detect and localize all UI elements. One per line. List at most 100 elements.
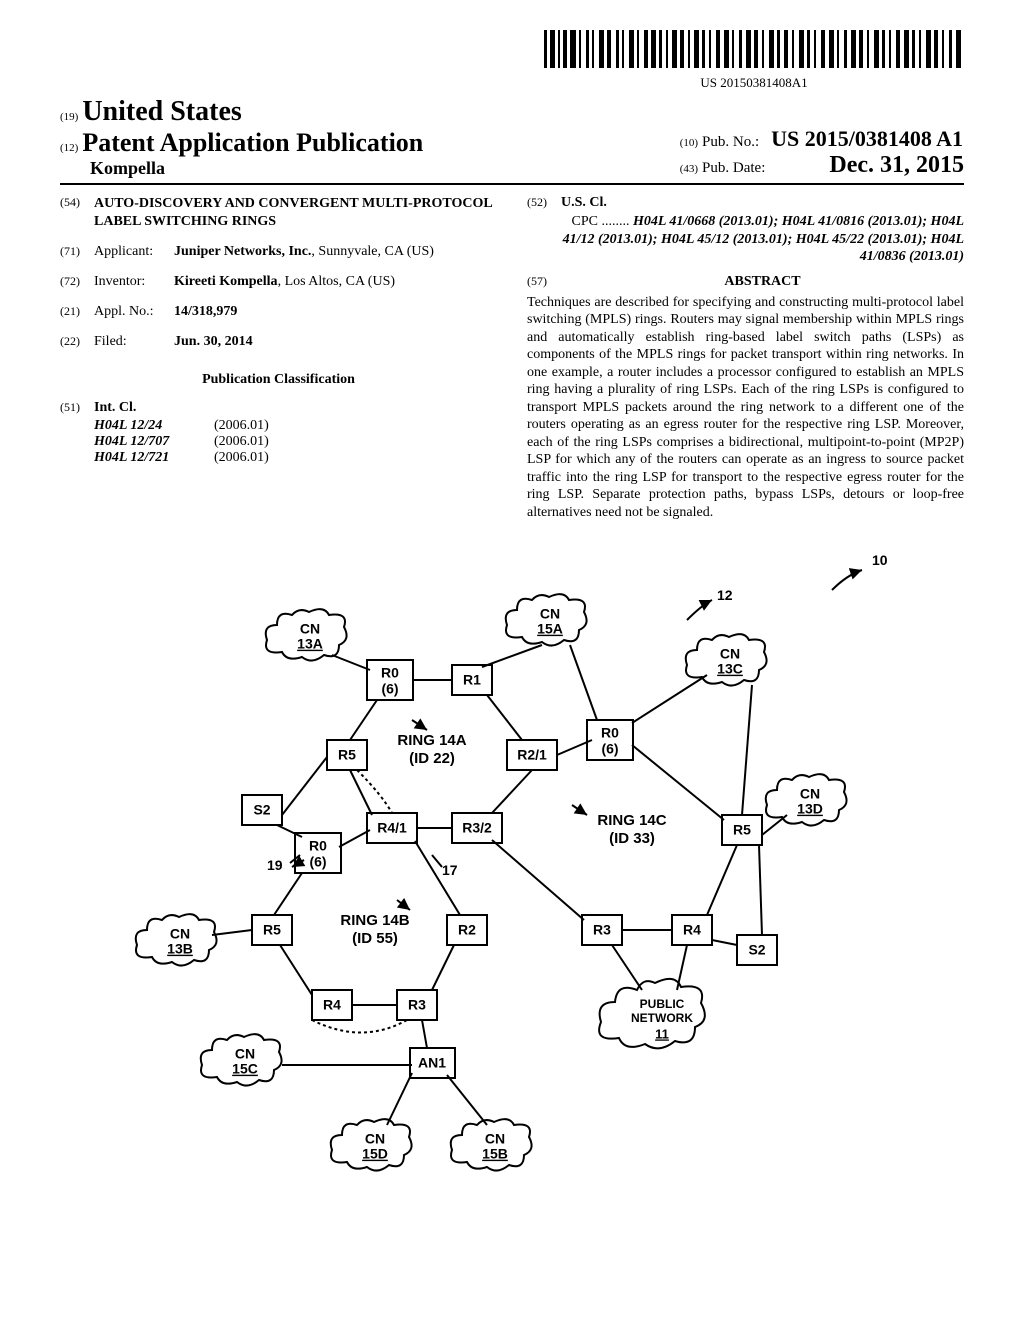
cloud-cn15b: CN 15B: [451, 1119, 532, 1170]
ref-12-arrow: [687, 600, 712, 620]
filed-value: Jun. 30, 2014: [174, 334, 497, 350]
header-right: (10) Pub. No.: US 2015/0381408 A1 (43) P…: [680, 126, 964, 179]
applicant-name: Juniper Networks, Inc.: [174, 244, 311, 259]
svg-text:R5: R5: [733, 822, 751, 838]
right-column: (52) U.S. Cl. CPC ........ H04L 41/0668 …: [527, 195, 964, 521]
svg-text:S2: S2: [748, 942, 765, 958]
ref-17: 17: [442, 862, 458, 878]
country: United States: [82, 96, 241, 127]
filed-row: (22) Filed: Jun. 30, 2014: [60, 334, 497, 350]
svg-text:NETWORK: NETWORK: [631, 1011, 693, 1025]
svg-text:R0: R0: [601, 725, 619, 741]
pub-date-code: (43): [680, 163, 698, 175]
header-author: Kompella: [90, 158, 165, 178]
svg-text:(ID 55): (ID 55): [352, 930, 398, 947]
svg-text:R4: R4: [683, 922, 701, 938]
inventor-val: Kireeti Kompella, Los Altos, CA (US): [174, 274, 497, 290]
svg-text:AN1: AN1: [418, 1055, 446, 1071]
ring-b-arrow: [397, 900, 410, 910]
intcl-d2: (2006.01): [214, 450, 269, 466]
intcl-c0: H04L 12/24: [94, 418, 214, 434]
biblio-columns: (54) AUTO-DISCOVERY AND CONVERGENT MULTI…: [60, 195, 964, 521]
uscl-code: (52): [527, 195, 561, 211]
svg-text:15D: 15D: [362, 1146, 388, 1162]
ref-10: 10: [872, 552, 888, 568]
applicant-loc: , Sunnyvale, CA (US): [311, 244, 434, 259]
svg-text:S2: S2: [253, 802, 270, 818]
cloud-cn15d: CN 15D: [331, 1119, 412, 1170]
figure-area: 10 12 CN 13A CN 15A CN 13C: [60, 545, 964, 1190]
cloud-cn13b: CN 13B: [136, 914, 217, 965]
ring-14a: R0(6) R1 R2/1 R5 R4/1 R3/2 RING 14A (ID …: [327, 660, 557, 843]
cloud-cn13d: CN 13D: [766, 774, 847, 825]
svg-text:(ID 33): (ID 33): [609, 830, 655, 847]
svg-text:(6): (6): [309, 854, 326, 870]
svg-text:R2/1: R2/1: [517, 747, 547, 763]
patent-page: US 20150381408A1 (19) United States (12)…: [0, 0, 1024, 1230]
svg-text:CN: CN: [540, 606, 560, 622]
svg-text:13B: 13B: [167, 941, 193, 957]
svg-text:(ID 22): (ID 22): [409, 750, 455, 767]
applno-row: (21) Appl. No.: 14/318,979: [60, 304, 497, 320]
intcl-block: H04L 12/24 (2006.01) H04L 12/707 (2006.0…: [94, 418, 497, 466]
svg-text:(6): (6): [381, 681, 398, 697]
svg-text:13A: 13A: [297, 636, 323, 652]
svg-text:CN: CN: [800, 786, 820, 802]
intcl-code: (51): [60, 400, 94, 416]
pub-date: Dec. 31, 2015: [829, 152, 964, 178]
pub-no-label: Pub. No.:: [702, 134, 759, 150]
inventor-name: Kireeti Kompella: [174, 274, 278, 289]
ref-17-line: [432, 855, 442, 867]
intcl-d0: (2006.01): [214, 418, 269, 434]
filed-code: (22): [60, 334, 94, 350]
cloud-cn15c: CN 15C: [201, 1034, 282, 1085]
cloud-public-network: PUBLIC NETWORK 11: [599, 979, 705, 1049]
abstract-text: Techniques are described for specifying …: [527, 294, 964, 522]
intcl-c2: H04L 12/721: [94, 450, 214, 466]
pubclass-heading: Publication Classification: [60, 372, 497, 388]
svg-text:R1: R1: [463, 672, 481, 688]
svg-text:R4: R4: [323, 997, 341, 1013]
abstract-heading: ABSTRACT: [527, 274, 964, 290]
svg-text:15C: 15C: [232, 1061, 258, 1077]
barcode-text: US 20150381408A1: [544, 75, 964, 91]
barcode-area: US 20150381408A1: [60, 30, 964, 92]
svg-text:CN: CN: [235, 1046, 255, 1062]
title-row: (54) AUTO-DISCOVERY AND CONVERGENT MULTI…: [60, 195, 497, 230]
filed-label: Filed:: [94, 334, 174, 350]
inventor-label: Inventor:: [94, 274, 174, 290]
ref-12: 12: [717, 587, 733, 603]
svg-text:CN: CN: [365, 1131, 385, 1147]
svg-text:RING 14B: RING 14B: [340, 912, 409, 929]
intcl-item-2: H04L 12/721 (2006.01): [94, 450, 497, 466]
svg-text:R3: R3: [593, 922, 611, 938]
svg-text:(6): (6): [601, 741, 618, 757]
applicant-row: (71) Applicant: Juniper Networks, Inc., …: [60, 244, 497, 260]
intcl-item-1: H04L 12/707 (2006.01): [94, 434, 497, 450]
svg-text:R0: R0: [309, 838, 327, 854]
cpc-label: CPC ........: [571, 214, 629, 229]
intcl-row: (51) Int. Cl.: [60, 400, 497, 416]
cloud-cn15a: CN 15A: [506, 594, 587, 645]
svg-text:R3/2: R3/2: [462, 820, 492, 836]
pub-date-label: Pub. Date:: [702, 160, 765, 176]
svg-text:15B: 15B: [482, 1146, 508, 1162]
abstract-code: (57): [527, 274, 561, 289]
intcl-c1: H04L 12/707: [94, 434, 214, 450]
intcl-item-0: H04L 12/24 (2006.01): [94, 418, 497, 434]
svg-text:CN: CN: [300, 621, 320, 637]
applno-label: Appl. No.:: [94, 304, 174, 320]
header-row: (19) United States (12) Patent Applicati…: [60, 96, 964, 185]
title-text: AUTO-DISCOVERY AND CONVERGENT MULTI-PROT…: [94, 195, 497, 230]
inventor-loc: , Los Altos, CA (US): [278, 274, 395, 289]
cloud-cn13c: CN 13C: [686, 634, 767, 685]
svg-text:11: 11: [655, 1026, 669, 1041]
ref-19: 19: [267, 857, 283, 873]
abstract-section: (57) ABSTRACT Techniques are described f…: [527, 274, 964, 522]
svg-text:R2: R2: [458, 922, 476, 938]
inventor-row: (72) Inventor: Kireeti Kompella, Los Alt…: [60, 274, 497, 290]
title-code: (54): [60, 195, 94, 230]
applno-value: 14/318,979: [174, 304, 497, 320]
svg-text:R4/1: R4/1: [377, 820, 407, 836]
svg-text:CN: CN: [485, 1131, 505, 1147]
